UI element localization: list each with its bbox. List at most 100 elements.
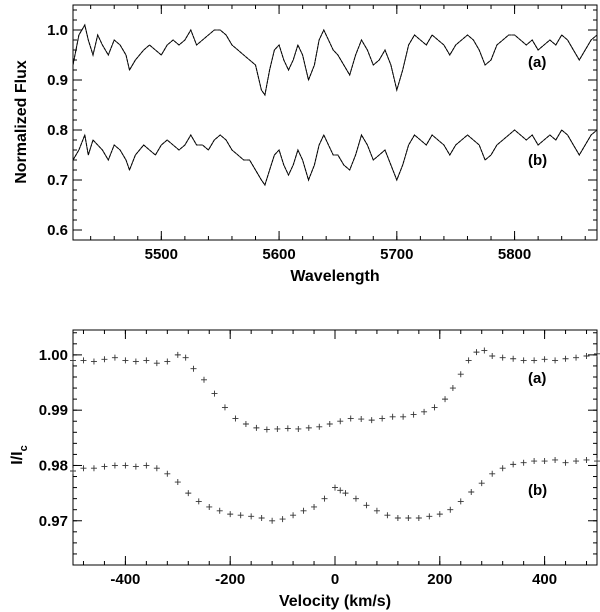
spectrum-y-tick-label: 0.9 <box>47 72 68 89</box>
spectrum-series-model-b <box>72 129 598 186</box>
profile-y-tick-label: 0.98 <box>39 457 68 474</box>
profile-x-tick-label: -400 <box>110 571 140 588</box>
profile-point-b <box>478 480 485 487</box>
profile-point-a <box>337 418 344 425</box>
profile-point-a <box>389 413 396 420</box>
profile-point-b <box>447 506 454 513</box>
profile-point-b <box>426 513 433 520</box>
profile-point-a <box>274 425 281 432</box>
svg-text:I/Ic: I/Ic <box>9 445 30 464</box>
profile-point-b <box>90 465 97 472</box>
profile-point-b <box>279 516 286 523</box>
profile-x-tick-label: 200 <box>427 571 452 588</box>
profile-point-b <box>510 461 517 468</box>
profile-point-b <box>384 512 391 519</box>
spectrum-series-line-b <box>72 129 598 187</box>
profile-point-a <box>111 354 118 361</box>
profile-point-b <box>436 511 443 518</box>
profile-y-tick-label: 0.97 <box>39 513 68 530</box>
profile-point-a <box>552 357 559 364</box>
spectrum-x-tick-label: 5600 <box>262 246 295 263</box>
profile-point-a <box>510 355 517 362</box>
profile-point-a <box>358 416 365 423</box>
profile-point-b <box>195 498 202 505</box>
profile-point-a <box>182 354 189 361</box>
profile-point-b <box>562 459 569 466</box>
profile-point-a <box>473 349 480 356</box>
profile-point-a <box>573 354 580 361</box>
profile-point-a <box>284 425 291 432</box>
profile-point-a <box>431 404 438 411</box>
profile-point-b <box>206 503 213 510</box>
profile-point-a <box>201 376 207 383</box>
spectrum-plot-frame <box>72 4 598 241</box>
profile-point-b <box>258 515 265 521</box>
profile-point-a <box>295 425 302 432</box>
profile-series-group <box>70 347 600 524</box>
profile-point-b <box>101 463 108 470</box>
profile-point-a <box>368 417 375 424</box>
profile-y-tick-label: 1.00 <box>39 347 68 364</box>
profile-point-a <box>465 357 472 364</box>
profile-y-ticks: 0.97 0.98 0.99 1.00 <box>39 332 597 566</box>
profile-point-b <box>174 479 181 486</box>
profile-point-b <box>132 463 139 470</box>
profile-point-a <box>316 423 323 430</box>
profile-point-a <box>232 415 239 422</box>
spectrum-x-tick-label: 5500 <box>145 246 178 263</box>
profile-point-a <box>531 357 538 364</box>
profile-point-b <box>269 517 276 524</box>
profile-point-b <box>363 502 370 509</box>
profile-point-a <box>520 357 527 364</box>
profile-point-a <box>221 404 228 411</box>
profile-point-b <box>405 515 412 521</box>
profile-point-b <box>394 515 401 521</box>
profile-point-b <box>457 498 464 505</box>
profile-point-b <box>111 462 118 469</box>
profile-point-a <box>143 357 150 364</box>
profile-point-b <box>321 495 328 502</box>
profile-point-b <box>337 487 344 494</box>
spectrum-y-tick-label: 0.7 <box>47 172 68 189</box>
profile-point-b <box>237 512 244 519</box>
profile-point-b <box>122 462 129 469</box>
profile-point-b <box>143 462 150 469</box>
profile-point-b <box>499 465 506 472</box>
profile-plot-frame <box>72 329 598 566</box>
profile-point-a <box>481 347 488 354</box>
profile-y-axis-label-sub: c <box>18 445 30 451</box>
profile-point-a <box>326 421 333 427</box>
profile-point-a <box>174 351 181 358</box>
profile-point-a <box>583 352 590 359</box>
profile-x-tick-label: 0 <box>331 571 339 588</box>
profile-point-b <box>573 458 580 465</box>
profile-point-a <box>90 358 97 365</box>
spectrum-y-tick-label: 1.0 <box>47 22 68 39</box>
profile-point-a <box>101 356 108 363</box>
profile-point-b <box>352 495 359 502</box>
profile-point-b <box>311 503 318 510</box>
profile-point-b <box>373 507 380 514</box>
profile-point-a <box>347 415 354 422</box>
spectrum-y-tick-label: 0.6 <box>47 222 68 239</box>
profile-point-b <box>70 468 76 474</box>
profile-point-a <box>541 356 548 363</box>
profile-point-a <box>489 352 496 359</box>
spectrum-panel: 5500 5600 5700 5800 0.6 0.7 0.8 0.9 1.0 (a) (b)… <box>13 4 598 285</box>
profile-point-b <box>468 489 475 496</box>
profile-series-label-a: (a) <box>528 370 546 387</box>
spectrum-series-label-a: (a) <box>528 54 546 71</box>
profile-point-a <box>122 357 129 364</box>
profile-point-b <box>290 512 297 519</box>
profile-point-a <box>80 357 87 364</box>
profile-point-a <box>449 385 456 392</box>
profile-point-a <box>305 424 312 431</box>
profile-point-a <box>242 421 249 427</box>
profile-x-tick-label: -200 <box>215 571 245 588</box>
profile-point-b <box>216 507 223 514</box>
profile-point-a <box>499 354 506 361</box>
spectrum-series-label-b: (b) <box>528 152 547 169</box>
profile-x-axis-label: Velocity (km/s) <box>279 593 391 610</box>
profile-panel: -400 -200 0 200 400 0.97 0.98 0.99 1.00 (a) (b)… <box>9 329 600 610</box>
